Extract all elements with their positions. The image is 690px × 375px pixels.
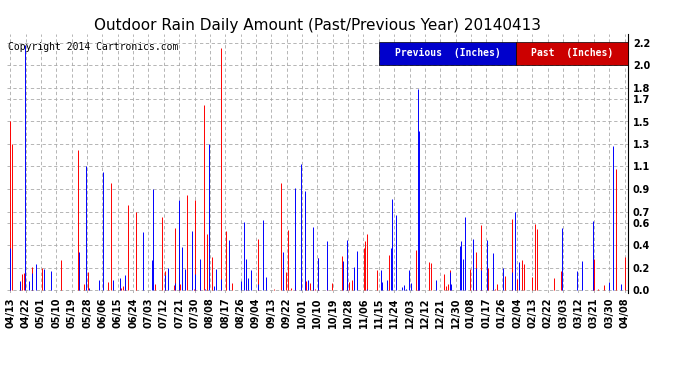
Text: Past  (Inches): Past (Inches) <box>531 48 613 58</box>
FancyBboxPatch shape <box>516 42 628 65</box>
FancyBboxPatch shape <box>380 42 516 65</box>
Text: Previous  (Inches): Previous (Inches) <box>395 48 501 58</box>
Title: Outdoor Rain Daily Amount (Past/Previous Year) 20140413: Outdoor Rain Daily Amount (Past/Previous… <box>94 18 541 33</box>
Text: Copyright 2014 Cartronics.com: Copyright 2014 Cartronics.com <box>8 42 179 51</box>
